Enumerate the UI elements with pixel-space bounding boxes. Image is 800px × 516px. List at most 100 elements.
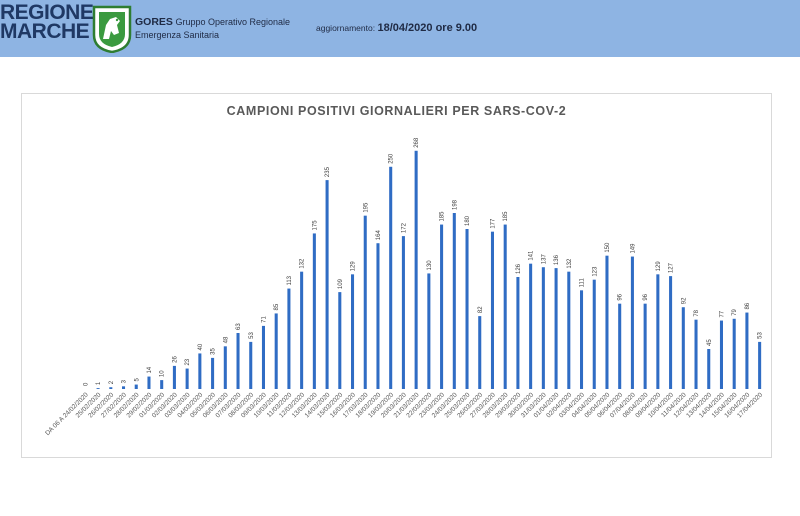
bar [669,276,673,389]
data-label: 5 [134,378,140,382]
data-label: 78 [694,309,700,316]
data-label: 195 [363,202,369,213]
bar [618,303,622,389]
bar [122,386,126,389]
bar [656,274,660,389]
data-label: 129 [656,261,662,272]
bar [465,229,469,389]
data-label: 149 [630,243,636,254]
data-label: 141 [529,250,535,261]
bar [427,273,431,389]
bar [580,290,584,389]
bar [274,313,278,389]
bar [109,387,113,389]
data-label: 129 [351,261,357,272]
bar [389,166,393,389]
data-label: 35 [211,348,217,355]
bar [478,316,482,389]
bar [185,368,189,389]
bar [605,255,609,389]
bar [516,277,520,389]
data-label: 3 [122,379,128,383]
bar [592,279,596,389]
data-label: 1 [96,381,102,385]
header-bar: REGIONE MARCHE GORES Gruppo Operativo Re… [0,0,800,57]
bar [198,353,202,389]
org-subtitle-line-1: Gruppo Operativo Regionale [175,17,291,27]
bar [300,271,304,389]
data-label: 109 [338,278,344,289]
bar [541,267,545,389]
data-label: 180 [465,215,471,226]
bar [96,388,100,389]
bar [287,288,291,389]
bar [363,215,367,389]
data-label: 113 [287,275,293,285]
bar [351,274,355,389]
bar [745,312,749,389]
logo-line-1: REGIONE [0,1,94,24]
bar-chart: 0DA 06 A 24/02/2020125/02/2020226/02/202… [44,137,764,437]
data-label: 164 [376,230,382,241]
data-label: 137 [541,254,547,265]
update-label: aggiornamento: [316,23,376,33]
bar [325,180,329,389]
data-label: 96 [643,293,649,300]
data-label: 175 [312,220,318,231]
bar [440,224,444,389]
data-label: 63 [236,323,242,330]
bar [211,357,215,389]
data-label: 235 [325,166,331,177]
data-label: 132 [300,258,306,269]
data-label: 132 [567,258,573,269]
data-label: 71 [261,316,267,323]
data-label: 82 [478,306,484,313]
bar [681,307,685,389]
bar [643,303,647,389]
data-label: 0 [83,382,89,386]
data-label: 127 [669,262,675,273]
bar [452,213,456,389]
bar [249,341,253,389]
bar [567,271,571,389]
data-label: 40 [198,343,204,350]
data-label: 48 [223,336,229,343]
data-label: 96 [618,293,624,300]
bar [338,292,342,389]
data-label: 79 [732,308,738,315]
bar [529,263,533,389]
data-label: 92 [681,297,687,304]
bar [376,243,380,389]
data-label: 2 [109,380,115,384]
bar [490,231,494,389]
regione-marche-logo: REGIONE MARCHE [0,1,94,42]
bar [694,319,698,389]
data-label: 268 [414,137,420,148]
bar [414,150,418,389]
data-label: 77 [719,310,725,317]
bar [312,233,316,389]
data-label: 45 [707,339,713,346]
bar [732,318,736,389]
organization-block: GORES Gruppo Operativo Regionale Emergen… [135,16,290,42]
update-value: 18/04/2020 ore 9.00 [377,22,478,34]
data-label: 86 [745,302,751,309]
chart-container: CAMPIONI POSITIVI GIORNALIERI PER SARS-C… [21,93,772,458]
data-label: 185 [440,211,446,222]
org-subtitle-line-2: Emergenza Sanitaria [135,30,220,40]
data-label: 130 [427,260,433,271]
bar [147,376,151,389]
bar [160,380,164,389]
data-label: 136 [554,254,560,265]
bar [758,341,762,389]
data-label: 185 [503,211,509,222]
data-label: 111 [580,278,586,288]
bar [172,365,176,389]
data-label: 150 [605,242,611,253]
data-label: 26 [172,356,178,363]
data-label: 53 [249,332,255,339]
bar [554,268,558,389]
data-label: 198 [452,199,458,210]
data-label: 126 [516,263,522,274]
data-label: 177 [490,218,496,229]
